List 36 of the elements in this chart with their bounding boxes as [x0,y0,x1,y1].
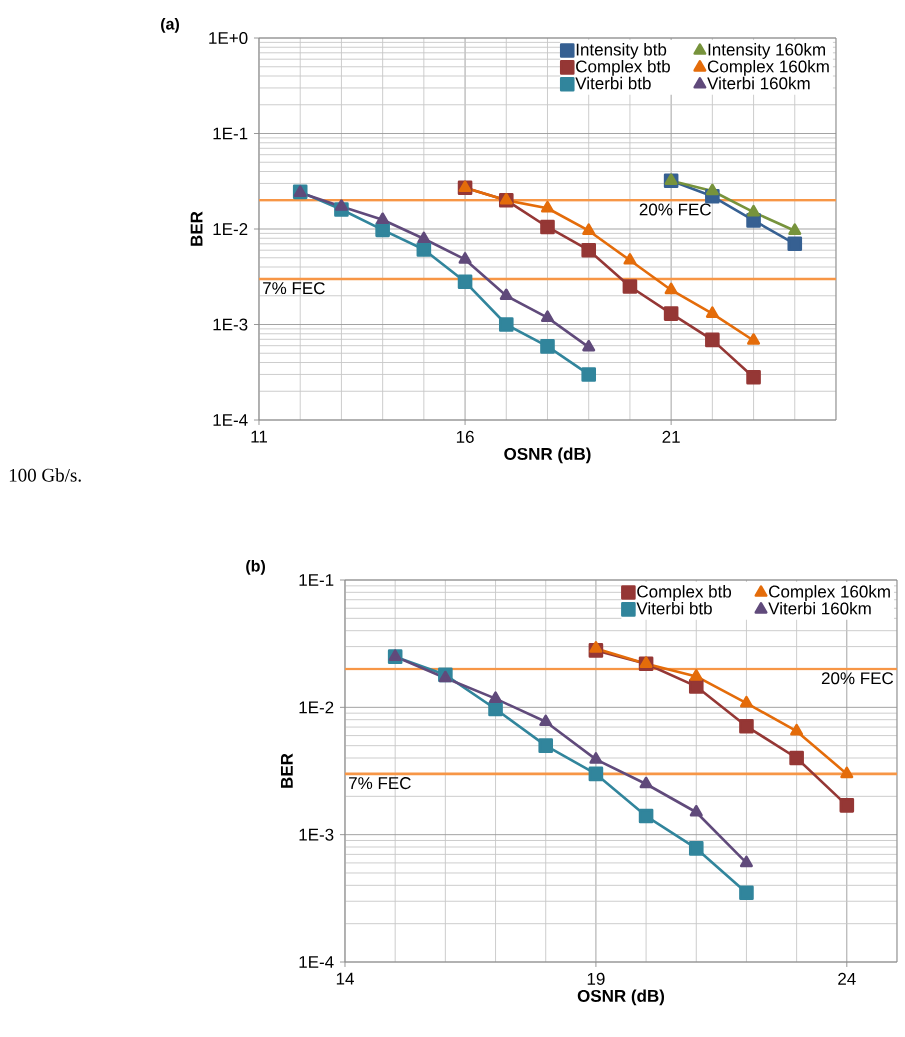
ref-line-label: 20% FEC [639,203,711,216]
ref-line-label: 7% FEC [263,282,325,295]
x-axis-title: OSNR (dB) [504,447,591,464]
legend-label: Intensity 160km [708,43,825,59]
legend-label: Viterbi btb [575,76,651,90]
legend-label: Complex btb [576,59,670,76]
y-tick-label: 1E-3 [299,828,334,841]
legend-label: Intensity btb [576,43,667,59]
ref-line-label: 20% FEC [821,672,894,685]
x-tick-label: 21 [662,430,680,443]
y-tick-label: 1E-2 [299,701,334,714]
x-tick-label: 14 [336,972,354,985]
y-tick-label: 1E-4 [299,956,334,968]
legend-label: Complex 160km [769,585,890,601]
text: 100 Gb/s. [9,468,81,482]
y-tick-label: 1E-1 [299,574,334,586]
x-tick-label: 24 [838,972,856,985]
x-axis-title: OSNR (dB) [577,989,665,1006]
x-tick-label: 16 [456,430,474,443]
x-tick-label: 11 [251,430,267,443]
y-tick-label: 1E+0 [209,31,248,45]
y-tick-label: 1E-3 [213,318,248,331]
y-tick-label: 1E-2 [213,223,248,235]
legend-label: Complex btb [637,585,732,601]
y-axis-title: BER [280,753,293,788]
chart-title: (b) [246,559,266,575]
ref-line-label: 7% FEC [349,777,411,790]
y-tick-label: 1E-4 [213,414,248,426]
legend-label: Complex 160km [707,59,829,76]
x-tick-label: 19 [587,972,605,985]
legend-label: Viterbi btb [636,601,712,615]
y-tick-label: 1E-1 [213,127,248,140]
legend-label: Viterbi 160km [768,601,871,615]
y-axis-title: BER [190,211,203,246]
chart-title: (a) [161,17,179,33]
legend-label: Viterbi 160km [707,76,810,90]
